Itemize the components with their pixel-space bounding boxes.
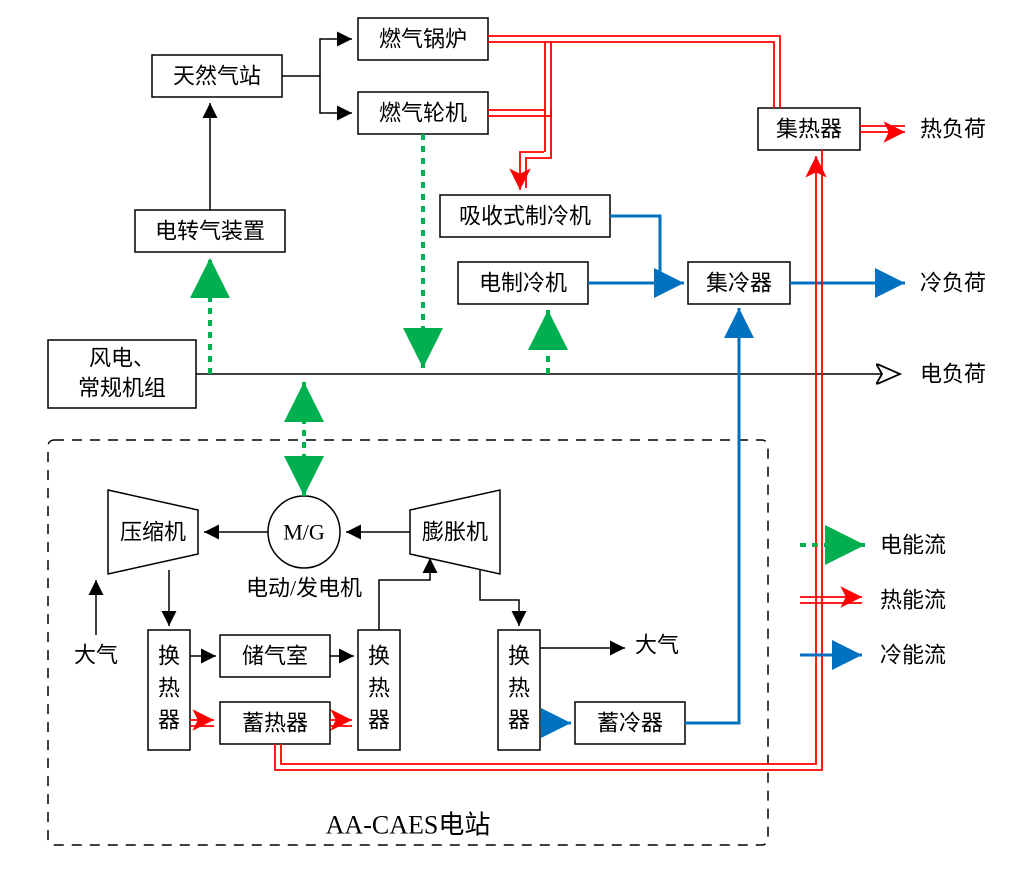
legend-electric: 电能流	[880, 533, 946, 558]
hex1-l1: 换	[158, 644, 180, 669]
absorption-chiller-label: 吸收式制冷机	[459, 204, 591, 229]
heat-storage-label: 蓄热器	[242, 711, 308, 736]
p2g-label: 电转气装置	[155, 219, 265, 244]
hex3-l1: 换	[508, 644, 530, 669]
wind-conventional-l2: 常规机组	[78, 376, 166, 401]
natural-gas-station-label: 天然气站	[173, 64, 261, 89]
legend-cold: 冷能流	[880, 643, 946, 668]
mg-label: M/G	[283, 520, 325, 545]
heat-load-label: 热负荷	[920, 117, 986, 142]
mg-sub-label: 电动/发电机	[246, 576, 362, 601]
cold-load-label: 冷负荷	[920, 271, 986, 296]
atmosphere-left: 大气	[74, 643, 118, 668]
wind-conventional-l1: 风电、	[89, 346, 155, 371]
gas-turbine-label: 燃气轮机	[379, 101, 467, 126]
heat-collector-label: 集热器	[776, 117, 842, 142]
electric-chiller-label: 电制冷机	[479, 271, 567, 296]
hex2-l1: 换	[368, 644, 390, 669]
cold-collector-label: 集冷器	[706, 271, 772, 296]
cold-storage-label: 蓄冷器	[597, 711, 663, 736]
hex2-l2: 热	[368, 676, 390, 701]
expander-label: 膨胀机	[422, 520, 488, 545]
aa-caes-label: AA-CAES电站	[326, 811, 491, 840]
gas-boiler-label: 燃气锅炉	[379, 27, 467, 52]
hex3-l2: 热	[508, 676, 530, 701]
atmosphere-right: 大气	[635, 633, 679, 658]
hex2-l3: 器	[368, 708, 390, 733]
hex1-l2: 热	[158, 676, 180, 701]
electric-load-label: 电负荷	[920, 362, 986, 387]
hex1-l3: 器	[158, 708, 180, 733]
legend-heat: 热能流	[880, 588, 946, 613]
hex3-l3: 器	[508, 708, 530, 733]
compressor-label: 压缩机	[120, 520, 186, 545]
air-storage-label: 储气室	[242, 644, 308, 669]
energy-system-diagram: 天然气站 燃气锅炉 燃气轮机 电转气装置 吸收式制冷机 电制冷机 集热器 集冷器…	[0, 0, 1013, 875]
